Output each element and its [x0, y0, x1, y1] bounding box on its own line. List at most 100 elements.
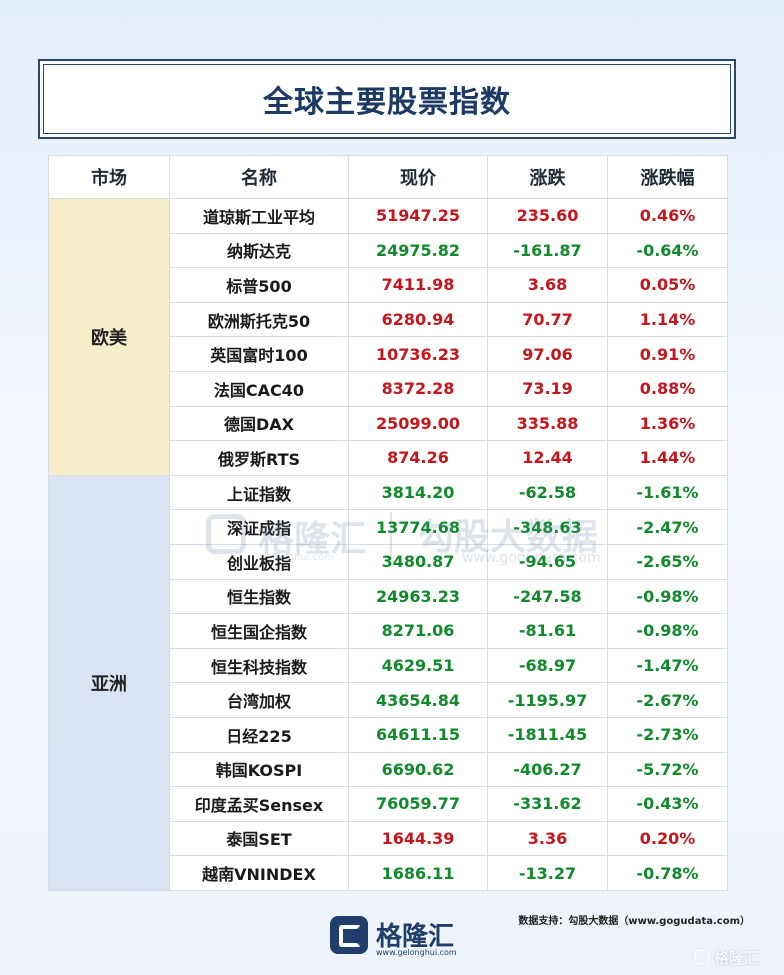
change-cell: -81.61 — [487, 613, 608, 649]
header-price: 现价 — [348, 155, 488, 199]
logo-icon — [330, 916, 368, 954]
table-row: 越南VNINDEX 1686.11 -13.27 -0.78% — [49, 855, 728, 891]
change-pct-cell: 0.88% — [607, 370, 728, 407]
change-cell: -94.65 — [487, 543, 608, 580]
change-cell: -331.62 — [487, 786, 608, 822]
change-cell: 335.88 — [487, 405, 608, 442]
price-cell: 25099.00 — [348, 405, 488, 442]
change-pct-cell: -5.72% — [607, 751, 728, 788]
page-title: 全球主要股票指数 — [263, 85, 511, 120]
index-name-cell: 法国CAC40 — [169, 370, 349, 407]
change-cell: -1811.45 — [487, 716, 608, 753]
change-pct-cell: -1.47% — [607, 647, 728, 684]
price-cell: 1686.11 — [348, 855, 488, 891]
change-pct-cell: -1.61% — [607, 474, 728, 511]
table-row: 欧洲斯托克50 6280.94 70.77 1.14% — [49, 301, 728, 338]
change-pct-cell: 1.44% — [607, 440, 728, 476]
table-row: 亚洲 上证指数 3814.20 -62.58 -1.61% — [48, 474, 728, 891]
table-row: 恒生科技指数 4629.51 -68.97 -1.47% — [49, 647, 728, 684]
table-row: 俄罗斯RTS 874.26 12.44 1.44% — [49, 440, 728, 476]
price-cell: 874.26 — [348, 440, 488, 476]
header-change-pct: 涨跌幅 — [607, 155, 728, 199]
price-cell: 24975.82 — [348, 232, 488, 269]
change-pct-cell: 0.46% — [607, 198, 728, 234]
price-cell: 3480.87 — [348, 543, 488, 580]
table-row: 欧美 道琼斯工业平均 51947.25 235.60 0.46% — [48, 198, 728, 476]
change-pct-cell: 1.36% — [607, 405, 728, 442]
change-cell: -13.27 — [487, 855, 608, 891]
price-cell: 43654.84 — [348, 682, 488, 718]
table-row: 创业板指 3480.87 -94.65 -2.65% — [49, 543, 728, 580]
index-name-cell: 恒生科技指数 — [169, 647, 349, 684]
index-name-cell: 上证指数 — [169, 474, 349, 511]
index-name-cell: 越南VNINDEX — [169, 855, 349, 891]
index-name-cell: 恒生国企指数 — [169, 613, 349, 649]
index-name-cell: 恒生指数 — [169, 578, 349, 615]
table-body: 欧美 道琼斯工业平均 51947.25 235.60 0.46% 纳斯达克 24975.82… — [48, 198, 728, 891]
header-market: 市场 — [48, 155, 170, 199]
price-cell: 8271.06 — [348, 613, 488, 649]
change-cell: -406.27 — [487, 751, 608, 788]
data-source: 数据支持：勾股大数据（www.gogudata.com） — [518, 916, 750, 927]
index-name-cell: 韩国KOSPI — [169, 751, 349, 788]
index-name-cell: 台湾加权 — [169, 682, 349, 718]
price-cell: 24963.23 — [348, 578, 488, 615]
corner-watermark: 格隆汇 — [694, 947, 778, 969]
table-row: 泰国SET 1644.39 3.36 0.20% — [49, 820, 728, 857]
table-row: 日经225 64611.15 -1811.45 -2.73% — [49, 716, 728, 753]
change-cell: 235.60 — [487, 198, 608, 234]
price-cell: 4629.51 — [348, 647, 488, 684]
price-cell: 6690.62 — [348, 751, 488, 788]
index-table: 市场 名称 现价 涨跌 涨跌幅 欧美 道琼斯工业平均 51947.25 235.60 0… — [48, 155, 728, 891]
index-name-cell: 道琼斯工业平均 — [169, 198, 349, 234]
index-name-cell: 泰国SET — [169, 820, 349, 857]
market-cell: 亚洲 — [48, 474, 170, 891]
table-row: 深证成指 13774.68 -348.63 -2.47% — [49, 509, 728, 545]
table-row: 恒生国企指数 8271.06 -81.61 -0.98% — [49, 613, 728, 649]
market-cell: 欧美 — [48, 198, 170, 476]
table-row: 德国DAX 25099.00 335.88 1.36% — [49, 405, 728, 442]
change-cell: -348.63 — [487, 509, 608, 545]
change-cell: 97.06 — [487, 336, 608, 372]
price-cell: 6280.94 — [348, 301, 488, 338]
header-name: 名称 — [169, 155, 349, 199]
change-pct-cell: -0.78% — [607, 855, 728, 891]
change-cell: 70.77 — [487, 301, 608, 338]
change-pct-cell: -0.64% — [607, 232, 728, 269]
index-name-cell: 俄罗斯RTS — [169, 440, 349, 476]
logo-text: 格隆汇 — [376, 922, 455, 952]
change-cell: -62.58 — [487, 474, 608, 511]
index-name-cell: 欧洲斯托克50 — [169, 301, 349, 338]
price-cell: 10736.23 — [348, 336, 488, 372]
change-cell: -161.87 — [487, 232, 608, 269]
change-cell: 12.44 — [487, 440, 608, 476]
price-cell: 51947.25 — [348, 198, 488, 234]
change-pct-cell: 0.05% — [607, 267, 728, 303]
change-pct-cell: -0.43% — [607, 786, 728, 822]
index-name-cell: 英国富时100 — [169, 336, 349, 372]
table-row: 英国富时100 10736.23 97.06 0.91% — [49, 336, 728, 372]
change-pct-cell: -2.73% — [607, 716, 728, 753]
change-pct-cell: 0.91% — [607, 336, 728, 372]
price-cell: 3814.20 — [348, 474, 488, 511]
change-pct-cell: -0.98% — [607, 613, 728, 649]
index-name-cell: 创业板指 — [169, 543, 349, 580]
corner-brand: 格隆汇 — [714, 949, 760, 967]
header-change: 涨跌 — [487, 155, 608, 199]
footer-logo: 格隆汇 www.gelonghui.com — [330, 916, 460, 958]
index-name-cell: 日经225 — [169, 716, 349, 753]
change-cell: -247.58 — [487, 578, 608, 615]
change-cell: -68.97 — [487, 647, 608, 684]
price-cell: 1644.39 — [348, 820, 488, 857]
index-name-cell: 深证成指 — [169, 509, 349, 545]
table-row: 韩国KOSPI 6690.62 -406.27 -5.72% — [49, 751, 728, 788]
index-name-cell: 纳斯达克 — [169, 232, 349, 269]
title-banner: 全球主要股票指数 — [38, 59, 736, 139]
index-name-cell: 德国DAX — [169, 405, 349, 442]
table-header-row: 市场 名称 现价 涨跌 涨跌幅 — [48, 155, 728, 199]
table-row: 法国CAC40 8372.28 73.19 0.88% — [49, 370, 728, 407]
price-cell: 76059.77 — [348, 786, 488, 822]
table-row: 纳斯达克 24975.82 -161.87 -0.64% — [49, 232, 728, 269]
change-pct-cell: -0.98% — [607, 578, 728, 615]
price-cell: 8372.28 — [348, 370, 488, 407]
